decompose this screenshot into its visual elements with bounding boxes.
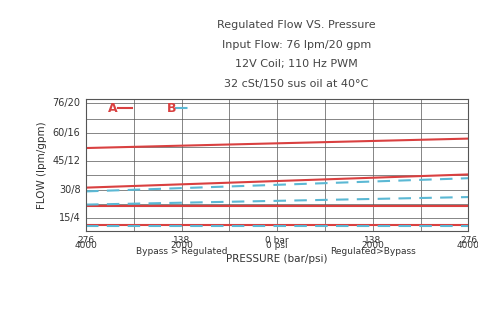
Text: 276: 276 <box>77 236 95 245</box>
Text: 60/16: 60/16 <box>53 128 80 138</box>
Text: 0 psi: 0 psi <box>266 241 288 250</box>
Text: Input Flow: 76 lpm/20 gpm: Input Flow: 76 lpm/20 gpm <box>222 40 371 50</box>
Text: 32 cSt/150 sus oil at 40°C: 32 cSt/150 sus oil at 40°C <box>224 79 369 89</box>
Text: 2000: 2000 <box>361 241 384 250</box>
Text: 12V Coil; 110 Hz PWM: 12V Coil; 110 Hz PWM <box>235 59 358 69</box>
Text: 276: 276 <box>460 236 477 245</box>
Text: A: A <box>108 102 117 115</box>
Text: Regulated Flow VS. Pressure: Regulated Flow VS. Pressure <box>217 20 376 30</box>
Text: 138: 138 <box>364 236 381 245</box>
Text: 138: 138 <box>173 236 190 245</box>
Text: 30/8: 30/8 <box>59 184 80 194</box>
Y-axis label: FLOW (lpm/gpm): FLOW (lpm/gpm) <box>37 121 47 209</box>
Text: 15/4: 15/4 <box>59 213 80 223</box>
Text: 4000: 4000 <box>75 241 98 250</box>
Text: Regulated>Bypass: Regulated>Bypass <box>330 247 416 256</box>
Text: 45/12: 45/12 <box>53 156 80 166</box>
Text: B: B <box>166 102 176 115</box>
Text: Bypass > Regulated: Bypass > Regulated <box>136 247 228 256</box>
Text: 4000: 4000 <box>457 241 478 250</box>
Text: 76/20: 76/20 <box>53 98 80 108</box>
Text: 2000: 2000 <box>170 241 193 250</box>
Text: PRESSURE (bar/psi): PRESSURE (bar/psi) <box>227 254 328 264</box>
Text: 0 bar: 0 bar <box>265 236 289 245</box>
